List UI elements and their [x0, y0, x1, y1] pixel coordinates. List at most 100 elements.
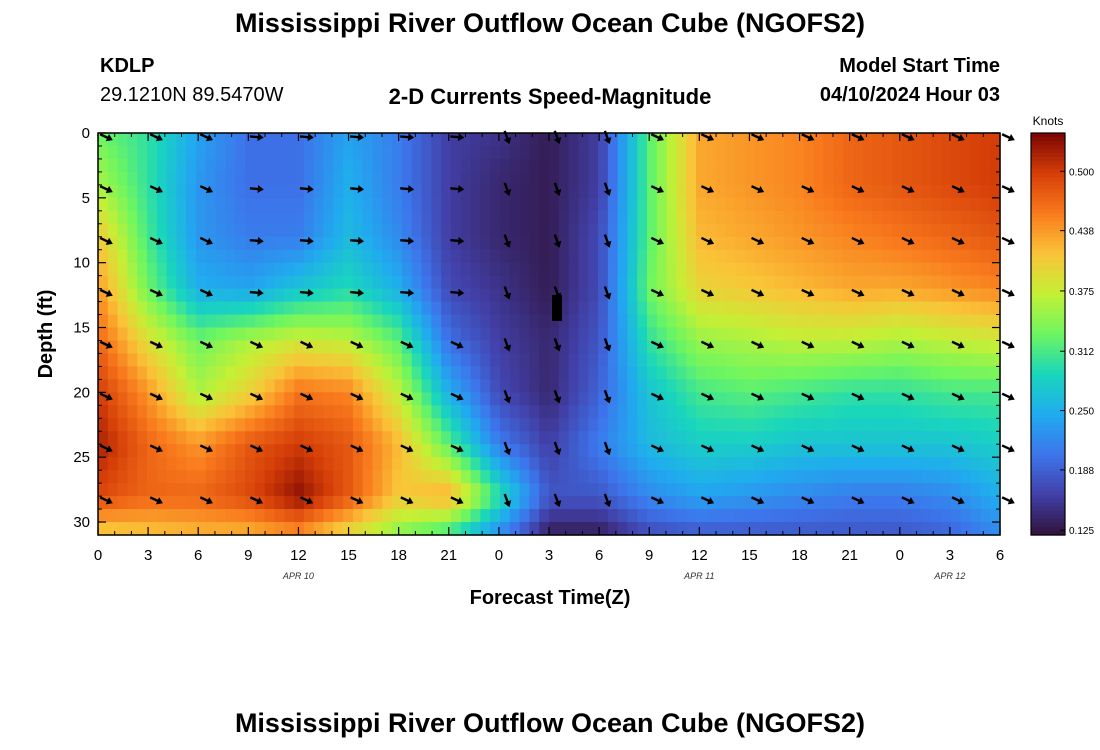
heatmap-cell: [598, 327, 609, 342]
heatmap-cell: [176, 288, 187, 303]
heatmap-cell: [137, 366, 148, 380]
heatmap-cell: [823, 314, 834, 329]
heatmap-cell: [862, 197, 874, 212]
heatmap-cell: [117, 262, 129, 277]
heatmap-cell: [392, 366, 403, 380]
colorbar-segment: [1031, 201, 1065, 206]
heatmap-cell: [764, 418, 776, 432]
heatmap-cell: [333, 236, 344, 251]
heatmap-cell: [735, 483, 746, 497]
heatmap-cell: [352, 379, 364, 393]
current-arrow: [603, 337, 612, 352]
heatmap-cell: [617, 444, 629, 458]
heatmap-cell: [901, 262, 913, 277]
heatmap-cell: [911, 418, 923, 432]
heatmap-cell: [196, 288, 207, 303]
heatmap-cell: [686, 236, 697, 251]
heatmap-cell: [382, 366, 393, 380]
heatmap-cell: [970, 145, 981, 160]
heatmap-cell: [882, 444, 893, 458]
heatmap-cell: [421, 366, 432, 380]
heatmap-cell: [764, 184, 776, 199]
heatmap-cell: [343, 184, 354, 199]
heatmap-cell: [186, 133, 197, 147]
heatmap-cell: [245, 418, 256, 432]
heatmap-cell: [470, 236, 481, 251]
heatmap-cell: [558, 314, 570, 329]
heatmap-cell: [882, 509, 893, 523]
heatmap-cell: [539, 353, 550, 368]
heatmap-cell: [823, 496, 834, 510]
heatmap-cell: [499, 197, 511, 212]
heatmap-cell: [215, 158, 227, 173]
heatmap-cell: [303, 418, 315, 432]
heatmap-cell: [431, 340, 442, 355]
heatmap-cell: [764, 236, 776, 251]
heatmap-cell: [764, 353, 776, 368]
heatmap-cell: [539, 522, 550, 536]
heatmap-cell: [617, 496, 629, 510]
colorbar-tick-label: 0.188: [1069, 466, 1094, 477]
heatmap-cell: [166, 392, 178, 406]
heatmap-cell: [509, 496, 521, 510]
heatmap-cell: [588, 236, 599, 251]
heatmap-cell: [862, 470, 874, 484]
heatmap-cell: [862, 314, 874, 329]
heatmap-cell: [696, 444, 707, 458]
heatmap-cell: [980, 457, 991, 471]
heatmap-cell: [294, 444, 305, 458]
heatmap-cell: [960, 314, 972, 329]
heatmap-cell: [274, 457, 285, 471]
heatmap-cell: [960, 158, 972, 173]
heatmap-cell: [490, 171, 501, 186]
heatmap-cell: [705, 418, 717, 432]
current-arrow: [553, 493, 562, 508]
heatmap-cell: [166, 431, 178, 445]
heatmap-cell: [980, 197, 991, 212]
heatmap-cell: [921, 353, 932, 368]
heatmap-cell: [843, 392, 854, 406]
heatmap-cell: [637, 133, 648, 147]
heatmap-cell: [352, 301, 364, 316]
heatmap-cell: [921, 236, 932, 251]
heatmap-cell: [754, 431, 766, 445]
heatmap-cell: [725, 314, 736, 329]
current-arrow: [99, 496, 113, 505]
heatmap-cell: [852, 366, 864, 380]
heatmap-cell: [509, 392, 521, 406]
heatmap-cell: [607, 133, 619, 147]
heatmap-cell: [431, 418, 442, 432]
heatmap-cell: [235, 210, 246, 225]
heatmap-cell: [990, 405, 1001, 419]
heatmap-cell: [392, 288, 403, 303]
current-arrow: [650, 236, 664, 245]
heatmap-cell: [372, 470, 383, 484]
heatmap-cell: [901, 353, 913, 368]
colorbar-segment: [1031, 346, 1065, 351]
heatmap-cell: [480, 353, 491, 368]
heatmap-cell: [774, 236, 785, 251]
heatmap-cell: [970, 470, 981, 484]
heatmap-cell: [960, 133, 972, 147]
heatmap-cell: [784, 379, 795, 393]
heatmap-cell: [450, 171, 462, 186]
heatmap-cell: [294, 431, 305, 445]
heatmap-cell: [117, 236, 129, 251]
heatmap-cell: [558, 340, 570, 355]
heatmap-cell: [647, 353, 658, 368]
heatmap-cell: [735, 223, 746, 238]
heatmap-cell: [872, 275, 883, 290]
heatmap-cell: [960, 223, 972, 238]
x-tick-label: 0: [94, 547, 102, 564]
heatmap-cell: [764, 145, 776, 160]
heatmap-cell: [323, 470, 334, 484]
current-arrow: [149, 444, 163, 453]
heatmap-cell: [784, 353, 795, 368]
heatmap-cell: [686, 133, 697, 147]
current-arrow: [700, 133, 715, 142]
heatmap-cell: [578, 288, 589, 303]
heatmap-cell: [862, 171, 874, 186]
heatmap-cell: [343, 431, 354, 445]
heatmap-cell: [882, 210, 893, 225]
heatmap-cell: [558, 379, 570, 393]
